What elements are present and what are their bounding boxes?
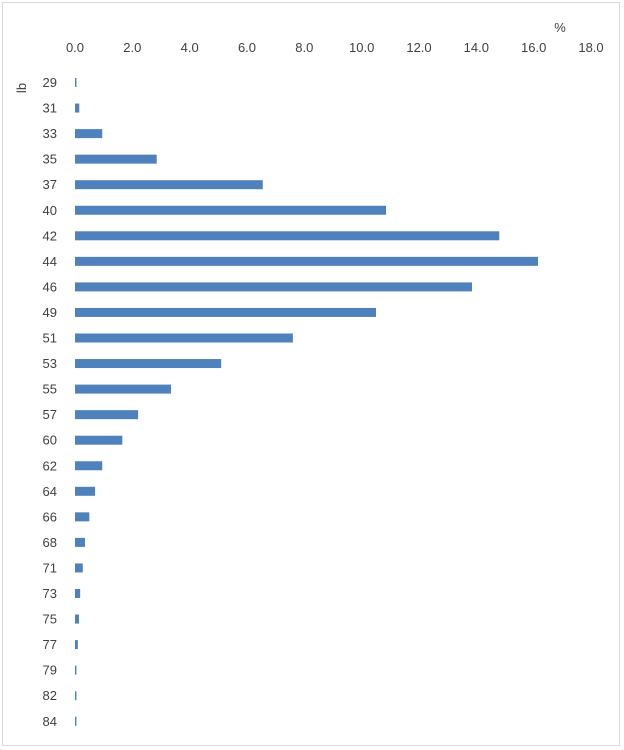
bar: [75, 307, 376, 317]
bar: [75, 537, 86, 547]
x-tick-label: 18.0: [578, 40, 603, 55]
x-axis-ticks: 0.0 2.0 4.0 6.0 8.0 10.0 12.0 14.0 16.0 18.0: [66, 40, 604, 55]
y-tick-label: 75: [43, 612, 57, 627]
y-tick-label: 60: [43, 433, 57, 448]
y-tick-label: 62: [43, 458, 57, 473]
bar: [75, 205, 387, 215]
bar: [75, 665, 77, 675]
bar-series: [75, 78, 538, 726]
x-tick-label: 10.0: [349, 40, 374, 55]
bar: [75, 384, 172, 394]
x-tick-label: 8.0: [295, 40, 313, 55]
y-tick-label: 79: [43, 663, 57, 678]
x-tick-label: 14.0: [464, 40, 489, 55]
bar: [75, 180, 263, 190]
y-axis-ticks: 29 31 33 35 37 40 42 44 46 49 51 53 55 57 60 62 64 66 68 71…: [43, 75, 57, 729]
y-tick-label: 33: [43, 126, 57, 141]
y-tick-label: 64: [43, 484, 57, 499]
bar: [75, 589, 81, 598]
y-tick-label: 35: [43, 152, 57, 167]
y-axis-unit-label: lb: [14, 83, 29, 93]
y-tick-label: 42: [43, 228, 57, 243]
bar: [75, 282, 473, 292]
x-tick-label: 12.0: [406, 40, 431, 55]
y-tick-label: 49: [43, 305, 57, 320]
bar: [75, 359, 222, 369]
bar: [75, 486, 96, 496]
y-tick-label: 77: [43, 637, 57, 652]
bar: [75, 231, 500, 241]
bar: [75, 78, 77, 87]
y-tick-label: 29: [43, 75, 57, 90]
bar: [75, 333, 293, 343]
y-tick-label: 57: [43, 407, 57, 422]
y-tick-label: 51: [43, 331, 57, 346]
y-tick-label: 68: [43, 535, 57, 550]
x-tick-label: 16.0: [521, 40, 546, 55]
bar: [75, 410, 139, 420]
y-tick-label: 44: [43, 254, 57, 269]
bar: [75, 129, 103, 139]
y-tick-label: 55: [43, 382, 57, 397]
bar: [75, 716, 77, 726]
bar: [75, 640, 78, 650]
y-tick-label: 37: [43, 177, 57, 192]
x-tick-label: 6.0: [238, 40, 256, 55]
bar: [75, 103, 80, 113]
bar: [75, 614, 80, 624]
x-tick-label: 2.0: [123, 40, 141, 55]
y-tick-label: 71: [43, 560, 57, 575]
y-tick-label: 46: [43, 279, 57, 294]
y-tick-label: 73: [43, 586, 57, 601]
bar: [75, 256, 538, 266]
bar: [75, 691, 77, 701]
y-tick-label: 53: [43, 356, 57, 371]
y-tick-label: 40: [43, 203, 57, 218]
x-axis-unit-label: %: [554, 20, 566, 35]
y-tick-label: 31: [43, 101, 57, 116]
bar: [75, 435, 123, 445]
bar: [75, 563, 83, 573]
x-tick-label: 0.0: [66, 40, 84, 55]
y-tick-label: 82: [43, 688, 57, 703]
bar: [75, 512, 90, 522]
y-tick-label: 66: [43, 509, 57, 524]
x-tick-label: 4.0: [181, 40, 199, 55]
bar: [75, 154, 157, 164]
y-tick-label: 84: [43, 714, 57, 729]
bar: [75, 461, 103, 471]
